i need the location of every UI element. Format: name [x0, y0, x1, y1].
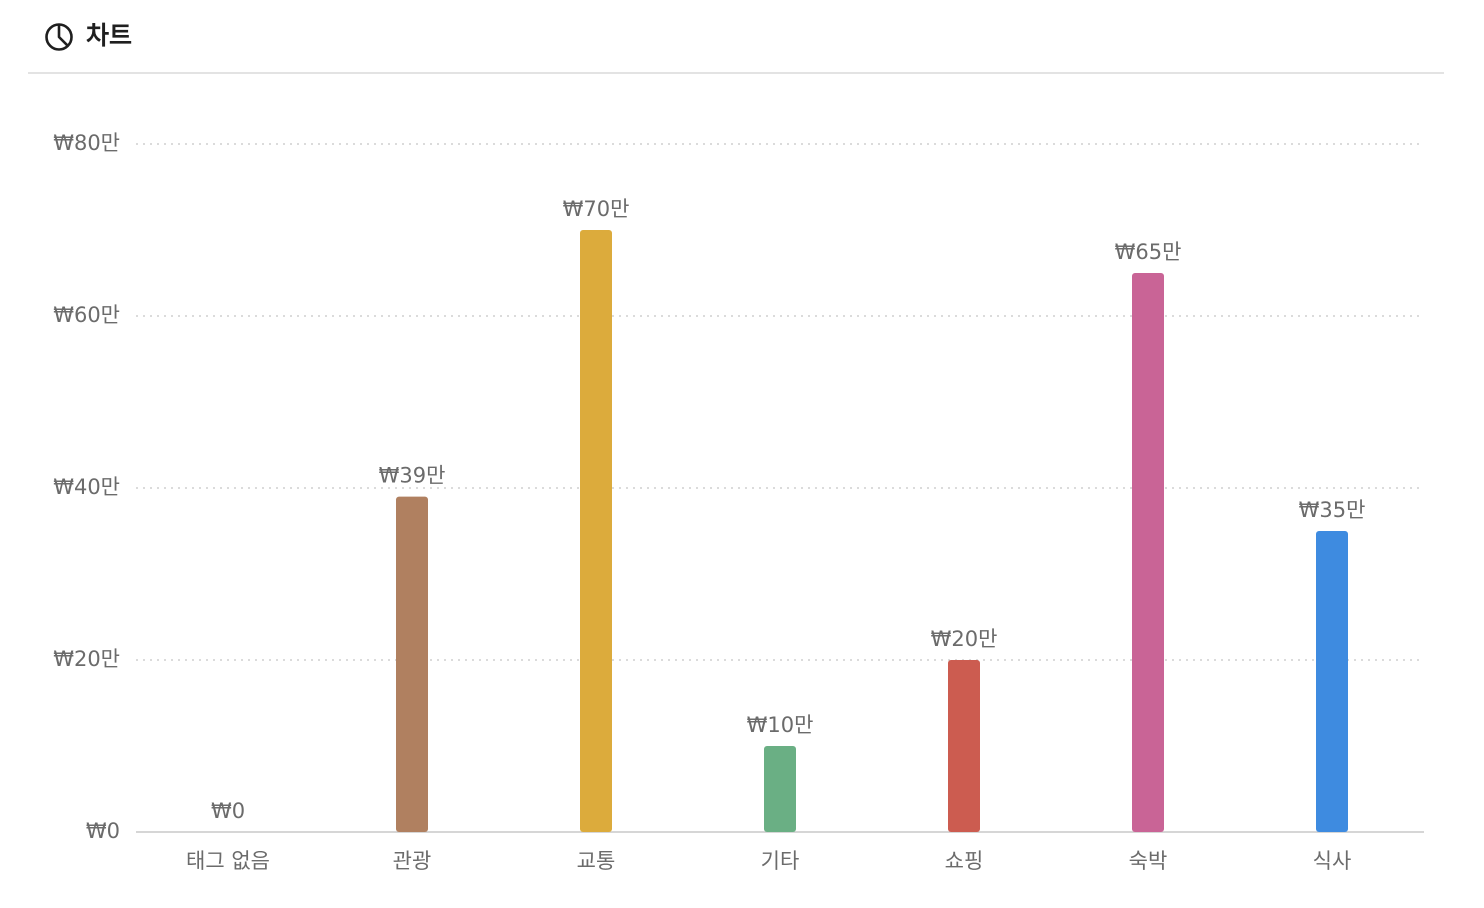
bar [1132, 273, 1164, 832]
y-tick-label: ₩0 [86, 819, 120, 843]
x-tick-label: 태그 없음 [186, 849, 270, 873]
bar-value-label: ₩39만 [379, 464, 446, 488]
bar [396, 496, 428, 832]
x-tick-label: 숙박 [1129, 849, 1168, 873]
bar [764, 746, 796, 832]
x-tick-label: 식사 [1313, 849, 1352, 873]
y-tick-label: ₩80만 [53, 131, 120, 155]
y-tick-label: ₩60만 [53, 303, 120, 327]
x-tick-label: 기타 [761, 849, 800, 873]
bar-value-label: ₩35만 [1299, 498, 1366, 522]
bar [948, 660, 980, 832]
y-tick-label: ₩20만 [53, 647, 120, 671]
bar-value-label: ₩65만 [1115, 240, 1182, 264]
page-title: 차트 [86, 21, 133, 50]
x-tick-label: 교통 [577, 849, 616, 873]
x-tick-label: 관광 [393, 849, 432, 873]
x-tick-label: 쇼핑 [945, 849, 984, 873]
chart-header: 차트 [28, 0, 1444, 74]
bar [580, 230, 612, 832]
bar-value-label: ₩10만 [747, 713, 814, 737]
bar [1316, 531, 1348, 832]
bar-value-label: ₩0 [211, 799, 245, 823]
bar-value-label: ₩70만 [563, 197, 630, 221]
pie-chart-icon [45, 23, 73, 51]
bar-value-label: ₩20만 [931, 627, 998, 651]
y-tick-label: ₩40만 [53, 475, 120, 499]
